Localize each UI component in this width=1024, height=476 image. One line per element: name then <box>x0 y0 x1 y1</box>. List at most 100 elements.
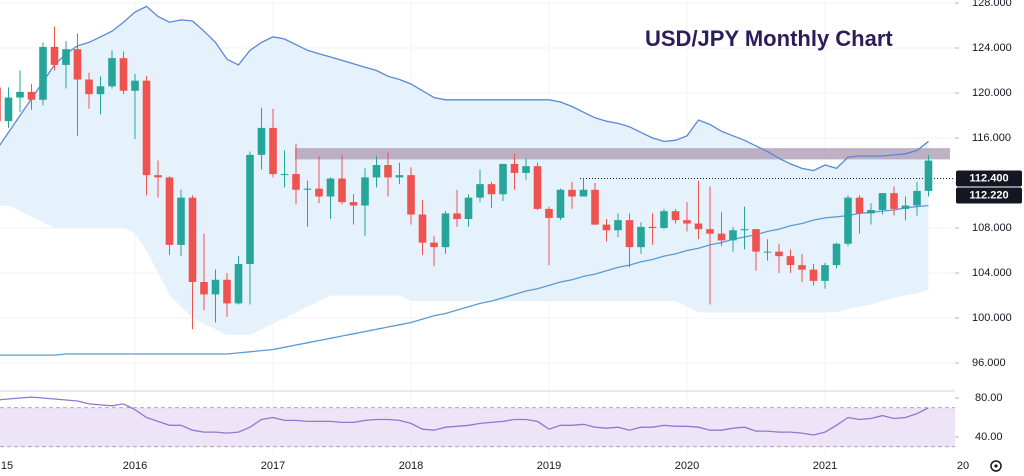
candle-body <box>591 189 599 225</box>
settings-hub[interactable] <box>994 464 998 468</box>
candle-body <box>487 184 496 195</box>
candle-body <box>671 211 680 221</box>
candle-body <box>361 177 369 206</box>
candle-body <box>913 190 921 206</box>
candle-body <box>901 205 910 209</box>
candle-body <box>62 49 70 65</box>
x-tick-label: 15 <box>1 460 13 472</box>
candle-body <box>246 154 254 265</box>
y-tick-label: 116.000 <box>972 132 1011 144</box>
candle-body <box>407 175 415 215</box>
band-area <box>0 6 929 335</box>
price-label-box <box>956 187 1022 204</box>
candle-body <box>499 163 507 195</box>
candle-body <box>349 202 358 206</box>
y-tick-label: 96.000 <box>972 357 1006 369</box>
x-tick-label: 2019 <box>537 460 561 472</box>
moving-average-line <box>0 204 929 356</box>
candle-body <box>131 80 139 91</box>
candle-body <box>96 86 105 95</box>
candle-body <box>119 58 128 91</box>
candle-body <box>4 97 13 122</box>
candle-body <box>73 49 82 80</box>
settings-gear[interactable] <box>990 460 1002 472</box>
y-tick-label: 124.000 <box>972 42 1012 54</box>
candle-body <box>568 189 576 197</box>
candle-body <box>326 178 335 197</box>
candle-body <box>142 80 151 176</box>
x-tick-label: 2017 <box>261 460 285 472</box>
candle-body <box>211 279 220 295</box>
candle-body <box>752 229 760 252</box>
candle-body <box>844 197 852 244</box>
candle-body <box>372 165 381 178</box>
candle-body <box>39 46 47 100</box>
candle-body <box>809 269 818 281</box>
candle-body <box>177 197 185 245</box>
rsi-line <box>0 396 929 436</box>
candle-body <box>556 189 565 218</box>
x-tick-label: 20 <box>957 460 969 472</box>
chart-title: USD/JPY Monthly Chart <box>645 26 893 51</box>
candle-body <box>533 166 542 209</box>
candle-body <box>280 174 289 176</box>
x-tick-label: 2021 <box>813 460 837 472</box>
candle-body <box>395 175 404 178</box>
candle-body <box>453 213 461 220</box>
settings-icon[interactable] <box>990 460 1002 472</box>
y-tick-label: 100.000 <box>972 312 1012 324</box>
x-tick-label: 2020 <box>675 460 699 472</box>
candle-body <box>660 211 668 229</box>
candle-body <box>464 197 473 220</box>
y-tick-label: 120.000 <box>972 87 1012 99</box>
candle-body <box>165 177 174 245</box>
candle-body <box>200 282 208 295</box>
rsi-band <box>0 407 955 447</box>
candle-body <box>154 175 162 178</box>
x-tick-label: 2016 <box>123 460 147 472</box>
y-tick-label: 108.000 <box>972 222 1012 234</box>
candle-body <box>234 264 243 304</box>
candle-body <box>878 193 887 211</box>
candle-body <box>821 265 829 281</box>
price-label-box <box>956 170 1022 187</box>
price-axis-panel <box>955 0 1024 476</box>
candle-body <box>441 213 450 248</box>
candle-body <box>602 224 611 231</box>
candle-body <box>418 214 427 243</box>
candle-body <box>855 197 864 214</box>
candle-body <box>683 220 691 224</box>
x-tick-label: 2018 <box>399 460 423 472</box>
candle-body <box>740 229 749 231</box>
candle-body <box>867 210 875 214</box>
candle-body <box>706 229 714 234</box>
candle-body <box>27 91 36 100</box>
y-tick-label: 128.000 <box>972 0 1012 9</box>
candle-body <box>430 242 438 248</box>
resistance-zone <box>295 148 950 160</box>
candle-body <box>694 223 703 230</box>
candle-body <box>223 279 231 304</box>
candle-body <box>384 165 392 178</box>
candle-body <box>16 91 24 98</box>
candle-body <box>786 256 795 266</box>
candle-body <box>522 166 530 173</box>
candle-body <box>579 189 588 197</box>
upper-band-line <box>0 5 929 172</box>
candle-body <box>798 265 806 270</box>
candle-body <box>257 127 266 155</box>
candle-body <box>729 230 737 241</box>
price-label: 112.400 <box>969 172 1008 184</box>
candle-body <box>614 220 622 231</box>
candle-body <box>545 208 553 218</box>
candle-body <box>763 251 772 253</box>
price-label: 112.220 <box>969 189 1008 201</box>
candle-body <box>625 220 634 248</box>
candle-body <box>924 160 933 191</box>
plot-area <box>0 5 955 448</box>
candle-body <box>717 233 726 241</box>
candle-body <box>510 163 519 173</box>
candle-body <box>775 251 783 257</box>
y-tick-label: 104.000 <box>972 267 1012 279</box>
